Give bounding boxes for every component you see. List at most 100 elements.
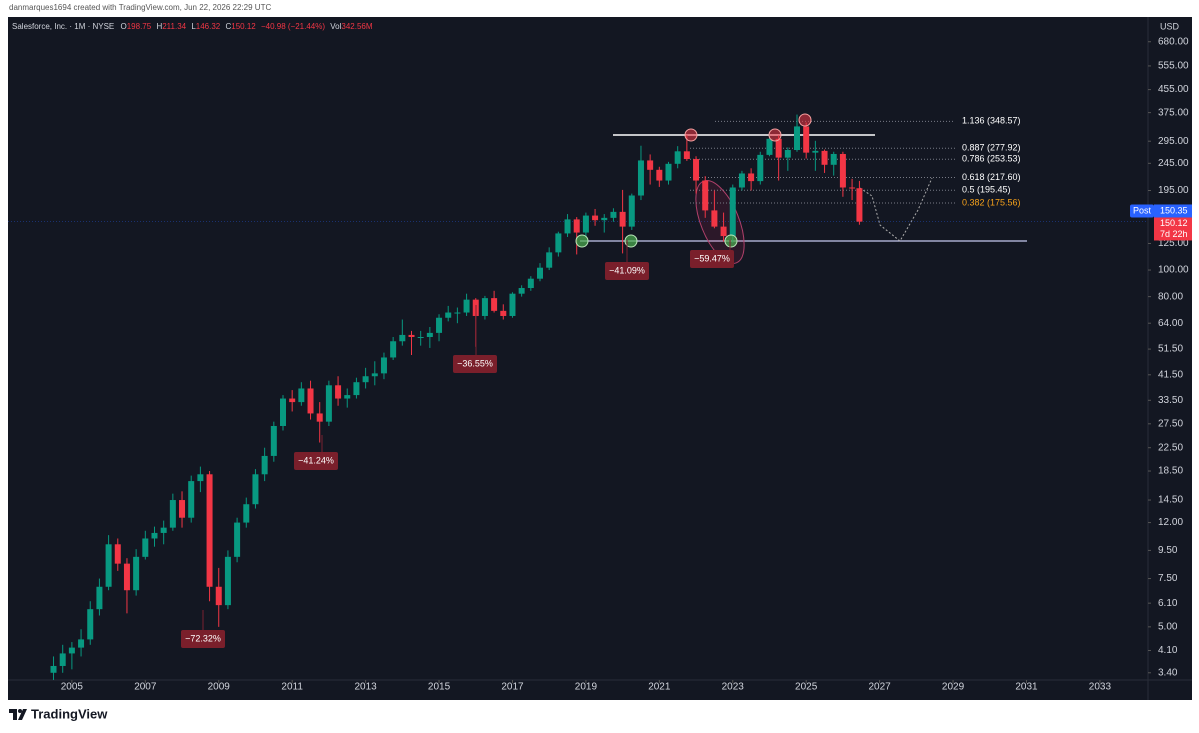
legend-key: C <box>225 22 231 31</box>
legend-key: Vol <box>330 22 341 31</box>
candle-body <box>849 187 856 189</box>
x-tick-label: 2013 <box>354 682 377 693</box>
legend-symbol: Salesforce, Inc. · 1M · NYSE <box>12 22 114 31</box>
y-tick-label: 245.00 <box>1158 158 1189 169</box>
candle-body <box>169 500 176 528</box>
candle-body <box>748 173 755 182</box>
annotation-box <box>605 262 649 280</box>
candle-body <box>555 233 562 253</box>
fib-label: 0.887 (277.92) <box>962 143 1021 153</box>
y-tick-label: 41.50 <box>1158 369 1183 380</box>
brand-logo-dot <box>18 709 22 713</box>
candle-body <box>665 163 672 181</box>
candle-body <box>775 138 782 158</box>
y-tick-label: 125.00 <box>1158 238 1189 249</box>
annotation-box <box>294 452 338 470</box>
candle-body <box>794 126 801 151</box>
legend-value: 211.34 <box>162 22 186 31</box>
trough-marker <box>724 234 738 248</box>
trough-marker <box>624 234 638 248</box>
x-tick-label: 2019 <box>575 682 598 693</box>
legend-key: O <box>121 22 127 31</box>
y-tick-label: 22.50 <box>1158 442 1183 453</box>
candle-body <box>573 219 580 233</box>
legend-key: H <box>156 22 162 31</box>
candle-body <box>417 336 424 338</box>
annotation-label: −59.47% <box>694 253 730 263</box>
x-tick-label: 2023 <box>722 682 745 693</box>
fib-label: 0.786 (253.53) <box>962 154 1021 164</box>
fib-label: 0.5 (195.45) <box>962 185 1011 195</box>
candle-body <box>390 341 397 358</box>
y-tick-label: 195.00 <box>1158 185 1189 196</box>
countdown-label: 7d 22h <box>1160 229 1188 239</box>
candle-body <box>279 398 286 426</box>
candle-body <box>856 188 863 222</box>
y-tick-label: 100.00 <box>1158 265 1189 276</box>
candle-body <box>711 210 718 227</box>
x-tick-label: 2005 <box>61 682 84 693</box>
annotation-label: −41.09% <box>609 265 645 275</box>
candle-body <box>481 298 488 316</box>
candle-body <box>123 563 130 591</box>
candle-body <box>78 639 85 648</box>
candle-body <box>720 226 727 237</box>
fib-label: 1.136 (348.57) <box>962 116 1021 126</box>
y-tick-label: 80.00 <box>1158 291 1183 302</box>
candle-body <box>426 332 433 337</box>
candle-body <box>362 376 369 383</box>
candle-body <box>142 538 149 557</box>
x-tick-label: 2009 <box>208 682 231 693</box>
candle-body <box>491 298 498 311</box>
candle-body <box>206 474 213 587</box>
x-tick-label: 2011 <box>281 682 303 693</box>
candle-body <box>454 312 461 314</box>
candle-body <box>537 267 543 279</box>
candle-body <box>151 532 158 539</box>
legend-value: 146.32 <box>196 22 221 31</box>
legend-value: 198.75 <box>127 22 152 31</box>
candle-body <box>68 647 75 654</box>
x-tick-label: 2029 <box>942 682 965 693</box>
x-tick-label: 2017 <box>501 682 524 693</box>
candle-body <box>316 413 323 422</box>
candle-body <box>105 544 112 587</box>
y-tick-label: 14.50 <box>1158 495 1183 506</box>
candle-body <box>371 373 378 377</box>
candle-body <box>839 153 846 188</box>
last-price-box <box>1154 217 1192 241</box>
brand: TradingView <box>9 706 108 721</box>
candle-body <box>628 195 635 227</box>
candle-body <box>757 154 764 182</box>
candle-body <box>215 586 222 606</box>
candle-body <box>674 151 681 164</box>
y-tick-label: 3.40 <box>1158 667 1178 678</box>
x-tick-label: 2031 <box>1015 682 1038 693</box>
brand-name: TradingView <box>31 706 108 721</box>
y-tick-label: 12.00 <box>1158 517 1183 528</box>
candle-body <box>564 219 571 234</box>
legend-value: 150.12 <box>231 22 256 31</box>
chart-panel <box>8 17 1192 700</box>
annotation-box <box>690 250 734 268</box>
candle-body <box>445 312 452 318</box>
candle-body <box>702 180 709 211</box>
y-tick-label: 375.00 <box>1158 107 1189 118</box>
candle-body <box>830 153 837 165</box>
candle-body <box>803 126 810 153</box>
projection-path <box>859 177 933 242</box>
candle-body <box>546 252 553 268</box>
candle-body <box>509 293 516 316</box>
candle-body <box>59 653 66 666</box>
candle-body <box>693 159 700 181</box>
brand-logo <box>9 709 27 720</box>
header-caption: danmarques1694 created with TradingView.… <box>9 3 271 12</box>
candle-body <box>353 382 360 396</box>
peak-marker <box>768 128 782 142</box>
y-tick-label: 18.50 <box>1158 466 1183 477</box>
candle-body <box>224 556 231 606</box>
candle-body <box>243 504 250 523</box>
candle-body <box>160 527 167 533</box>
y-tick-label: 27.50 <box>1158 418 1183 429</box>
candle-body <box>582 215 589 233</box>
